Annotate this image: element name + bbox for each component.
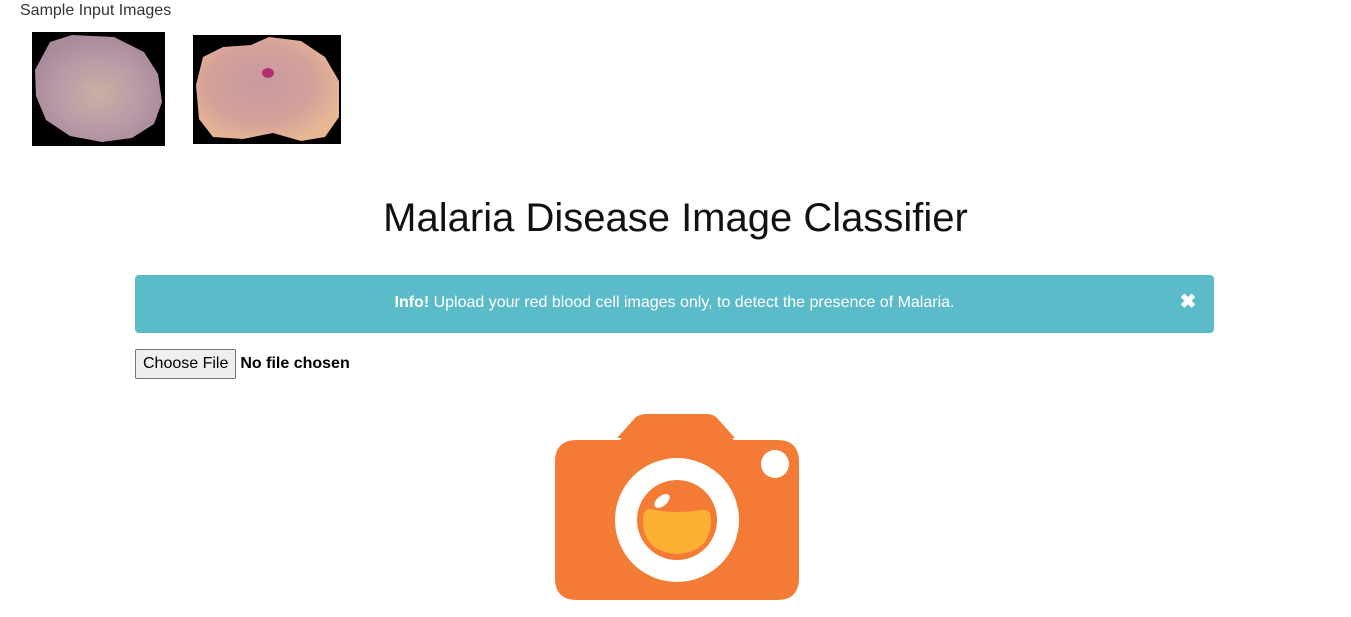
alert-message: Upload your red blood cell images only, … — [429, 294, 955, 311]
close-icon[interactable]: ✖ — [1179, 291, 1197, 313]
file-status-text: No file chosen — [240, 355, 350, 372]
page-title: Malaria Disease Image Classifier — [383, 196, 968, 240]
sample-image-uninfected — [32, 32, 165, 146]
sample-images-label: Sample Input Images — [20, 2, 172, 19]
info-alert: Info! Upload your red blood cell images … — [135, 275, 1214, 333]
file-upload: Choose File No file chosen — [135, 349, 350, 379]
choose-file-button[interactable]: Choose File — [135, 349, 237, 379]
sample-image-infected — [193, 35, 341, 144]
alert-text: Info! Upload your red blood cell images … — [135, 294, 1214, 312]
alert-strong-label: Info! — [394, 294, 430, 311]
camera-icon[interactable] — [555, 414, 799, 600]
